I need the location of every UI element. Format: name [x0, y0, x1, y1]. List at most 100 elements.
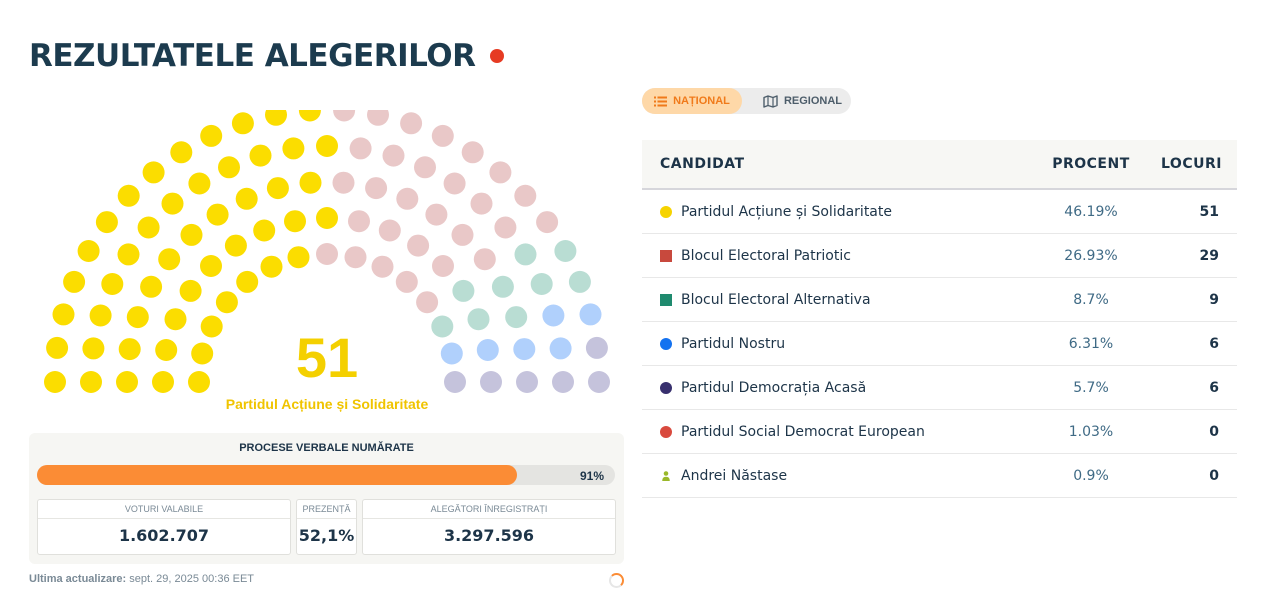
candidate-name: Andrei Năstase	[681, 467, 788, 484]
seat-dot	[382, 144, 405, 167]
seat-dot	[180, 223, 203, 246]
table-row[interactable]: Blocul Electoral Alternativa 8.7% 9	[642, 278, 1237, 322]
seat-dot	[200, 315, 223, 338]
seats-cell: 0	[1209, 467, 1219, 484]
seat-dot	[470, 192, 493, 215]
seat-dot	[206, 203, 229, 226]
table-row[interactable]: Partidul Acțiune și Solidaritate 46.19% 51	[642, 190, 1237, 234]
seat-dot	[452, 279, 475, 302]
turnout-card: PREZENȚĂ 52,1%	[296, 499, 357, 555]
table-row[interactable]: Andrei Năstase 0.9% 0	[642, 454, 1237, 498]
header-seats: LOCURI	[1161, 156, 1222, 172]
seat-dot	[332, 171, 355, 194]
seats-cell: 6	[1209, 335, 1219, 352]
seat-dot	[253, 219, 276, 242]
counted-progress-track	[37, 465, 615, 485]
header-percent: PROCENT	[1052, 156, 1130, 172]
seat-dot	[585, 336, 608, 359]
seats-cell: 29	[1199, 247, 1219, 264]
seat-dot	[191, 342, 214, 365]
seat-dot	[188, 172, 211, 195]
seat-dot	[443, 172, 466, 195]
seat-dot	[588, 371, 610, 393]
percent-cell: 0.9%	[1073, 467, 1109, 484]
registered-voters-card: ALEGĂTORI ÎNREGISTRAȚI 3.297.596	[362, 499, 616, 555]
seat-dot	[249, 144, 272, 167]
seat-dot	[568, 270, 591, 293]
seat-dot	[117, 243, 140, 266]
counted-reports-panel: PROCESE VERBALE NUMĂRATE 91% VOTURI VALA…	[29, 433, 624, 564]
seat-dot	[365, 177, 388, 200]
seat-dot	[235, 187, 258, 210]
tab-national[interactable]: NAȚIONAL	[642, 88, 742, 114]
seat-dot	[101, 273, 124, 295]
tab-national-label: NAȚIONAL	[673, 95, 730, 107]
valid-votes-label: VOTURI VALABILE	[38, 500, 290, 519]
map-icon	[763, 94, 778, 108]
seat-dot	[431, 315, 454, 338]
seat-dot	[536, 211, 559, 234]
seat-dot	[164, 308, 187, 331]
seat-dot	[215, 291, 238, 314]
seat-dot	[431, 124, 454, 147]
seat-dot	[400, 112, 423, 135]
seat-dot	[348, 210, 370, 233]
seat-dot	[316, 207, 338, 229]
percent-cell: 1.03%	[1068, 423, 1114, 440]
seat-dot	[476, 339, 499, 361]
table-row[interactable]: Partidul Democrația Acasă 5.7% 6	[642, 366, 1237, 410]
seat-dot	[473, 248, 496, 271]
party-circle-icon	[660, 381, 672, 394]
seat-dot	[416, 291, 439, 314]
seat-dot	[287, 246, 310, 269]
percent-cell: 6.31%	[1068, 335, 1114, 352]
seat-dot	[266, 177, 289, 200]
percent-cell: 26.93%	[1064, 247, 1118, 264]
seat-dot	[344, 246, 367, 269]
seat-dot	[316, 243, 338, 265]
candidate-cell: Partidul Democrația Acasă	[642, 380, 1021, 396]
seat-dot	[158, 248, 181, 271]
seat-dot	[378, 219, 401, 242]
tab-regional[interactable]: REGIONAL	[754, 88, 851, 114]
seat-dot	[395, 270, 418, 293]
table-row[interactable]: Blocul Electoral Patriotic 26.93% 29	[642, 234, 1237, 278]
seat-dot	[371, 255, 394, 278]
seat-dot	[218, 156, 240, 179]
party-square-icon	[660, 249, 672, 262]
person-icon	[662, 470, 670, 481]
seat-dot	[188, 371, 210, 393]
seat-dot	[142, 161, 165, 184]
hemicycle-chart	[44, 110, 610, 393]
seat-dot	[170, 141, 193, 164]
seat-dot	[396, 187, 419, 210]
seat-dot	[77, 240, 100, 262]
seat-dot	[407, 234, 430, 257]
candidate-name: Partidul Acțiune și Solidaritate	[681, 203, 892, 220]
seat-dot	[425, 203, 448, 226]
table-row[interactable]: Partidul Social Democrat European 1.03% 0	[642, 410, 1237, 454]
seat-dot	[451, 223, 474, 246]
seat-dot	[530, 273, 553, 295]
list-icon	[654, 96, 668, 106]
tab-regional-label: REGIONAL	[783, 95, 843, 107]
candidate-cell: Blocul Electoral Alternativa	[642, 292, 1021, 308]
seat-dot	[480, 371, 502, 393]
party-circle-icon	[660, 337, 672, 350]
party-circle-icon	[660, 425, 672, 438]
seat-dot	[514, 184, 537, 207]
seat-dot	[260, 255, 283, 278]
seat-dot	[152, 371, 174, 393]
seat-dot	[440, 342, 463, 365]
live-indicator-icon	[489, 49, 504, 63]
candidate-cell: Partidul Social Democrat European	[642, 424, 1021, 440]
percent-cell: 5.7%	[1073, 379, 1109, 396]
seat-dot	[179, 279, 202, 302]
last-updated-value: sept. 29, 2025 00:36 EET	[129, 573, 255, 585]
registered-voters-label: ALEGĂTORI ÎNREGISTRAȚI	[363, 500, 615, 519]
leading-party-name: Partidul Acțiune și Solidaritate	[225, 396, 429, 412]
seat-dot	[414, 156, 436, 179]
candidate-name: Blocul Electoral Alternativa	[681, 291, 871, 308]
table-row[interactable]: Partidul Nostru 6.31% 6	[642, 322, 1237, 366]
seat-dot	[542, 304, 565, 327]
